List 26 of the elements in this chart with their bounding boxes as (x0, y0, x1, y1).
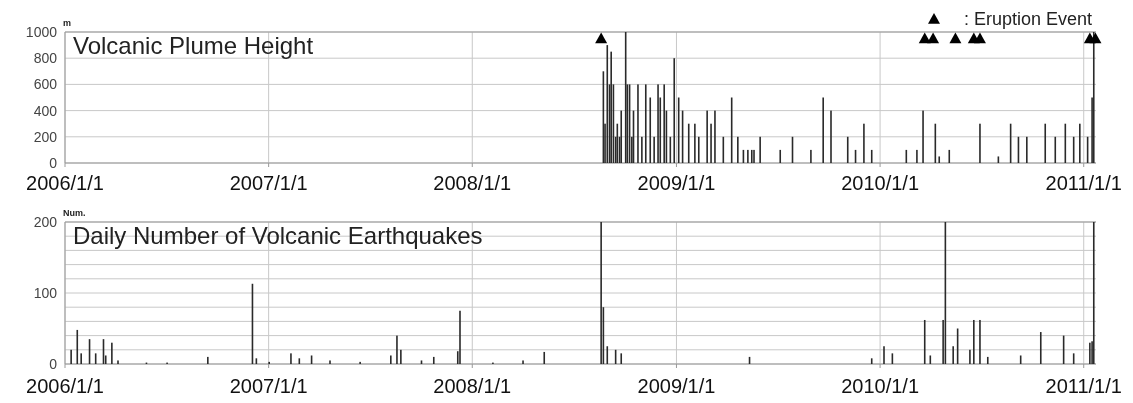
y-tick-label: 100 (33, 284, 58, 301)
y-tick-label: 600 (33, 76, 58, 93)
y-tick-label: 200 (33, 128, 58, 145)
y-tick-label: 0 (49, 355, 58, 372)
y-tick-label: 400 (33, 102, 58, 119)
x-tick-label: 2006/1/1 (26, 172, 104, 194)
x-tick-label: 2007/1/1 (229, 375, 308, 397)
y-axis-title: Num. (63, 208, 86, 218)
x-tick-label: 2008/1/1 (433, 172, 512, 194)
x-tick-label: 2010/1/1 (841, 172, 920, 194)
x-tick-label: 2009/1/1 (637, 172, 716, 194)
chart-title: Volcanic Plume Height (73, 32, 314, 59)
y-tick-label: 800 (33, 50, 58, 67)
x-tick-label: 2011/1/1 (1045, 375, 1122, 397)
chart-title: Daily Number of Volcanic Earthquakes (73, 222, 483, 249)
y-tick-label: 200 (33, 213, 58, 230)
x-tick-label: 2008/1/1 (433, 375, 512, 397)
x-tick-label: 2007/1/1 (229, 172, 308, 194)
y-axis-title: m (63, 18, 72, 28)
y-tick-label: 0 (49, 154, 58, 171)
x-tick-label: 2009/1/1 (637, 375, 716, 397)
legend-label: : Eruption Event (963, 9, 1092, 30)
x-tick-label: 2010/1/1 (841, 375, 920, 397)
x-tick-label: 2006/1/1 (26, 375, 104, 397)
x-tick-label: 2011/1/1 (1045, 172, 1122, 194)
y-tick-label: 1000 (25, 23, 58, 40)
